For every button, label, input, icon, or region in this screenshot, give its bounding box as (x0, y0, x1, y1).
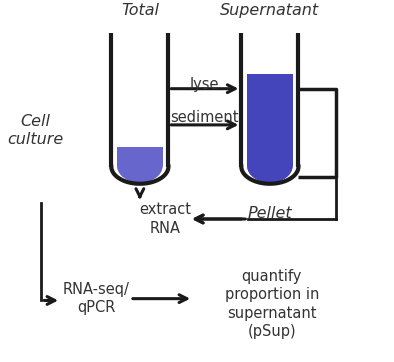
Text: Cell
culture: Cell culture (7, 114, 63, 147)
Text: extract
RNA: extract RNA (139, 202, 191, 236)
Polygon shape (117, 166, 162, 182)
Bar (117, 147, 162, 166)
Bar (247, 129, 292, 166)
Text: RNA-seq/
qPCR: RNA-seq/ qPCR (63, 282, 130, 315)
Polygon shape (247, 166, 292, 182)
Bar (247, 74, 292, 166)
Text: Total: Total (121, 3, 159, 18)
Bar (247, 36, 292, 166)
Text: quantify
proportion in
supernatant
(pSup): quantify proportion in supernatant (pSup… (225, 269, 319, 340)
Text: sediment: sediment (170, 110, 238, 125)
Bar (117, 36, 162, 166)
Polygon shape (117, 166, 162, 182)
Polygon shape (247, 166, 292, 182)
Bar (247, 129, 292, 166)
Bar (117, 147, 162, 166)
Polygon shape (247, 166, 292, 182)
Bar (247, 74, 292, 166)
Text: lyse: lyse (190, 77, 219, 92)
Text: Supernatant: Supernatant (220, 3, 320, 18)
Text: Pellet: Pellet (247, 206, 292, 221)
Polygon shape (117, 166, 162, 182)
Polygon shape (247, 166, 292, 182)
Polygon shape (247, 166, 292, 182)
